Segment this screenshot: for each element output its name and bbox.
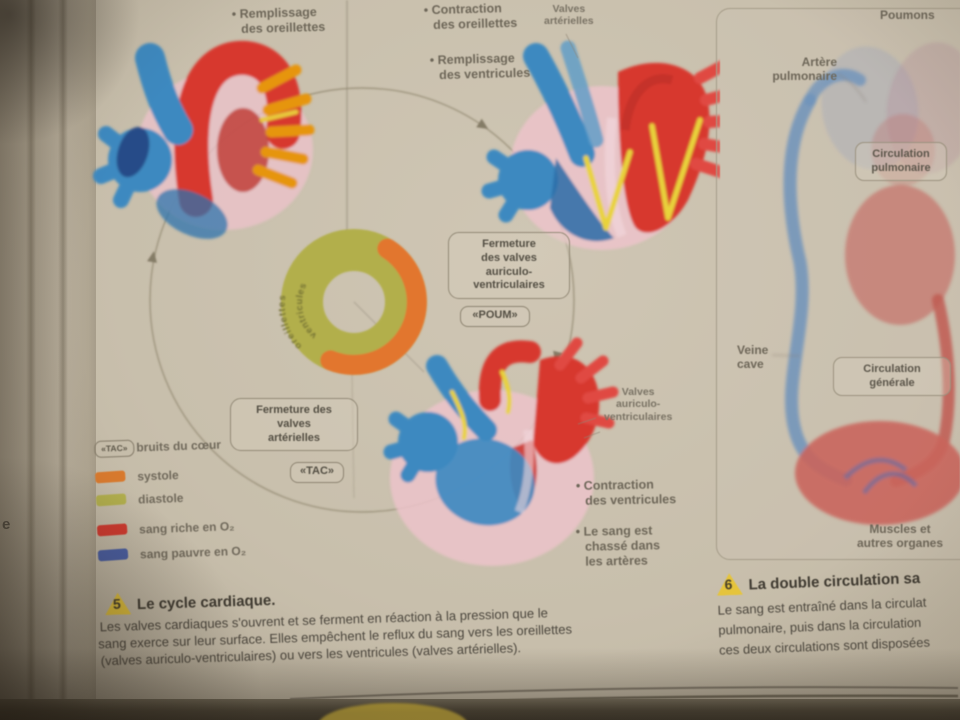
figure-6-number: 6 — [724, 576, 733, 593]
heart-top-left — [93, 40, 315, 239]
label-sang-chasse: • Le sang est chassé dans les artères — [575, 523, 661, 569]
label-veine-cave: Veine cave — [737, 343, 769, 372]
caption-5: 5 Le cycle cardiaque. Les valves cardiaq… — [97, 573, 700, 692]
figure-5-number: 5 — [112, 595, 122, 612]
caption-6-body-line: Le sang est entraîné dans la circulat — [717, 594, 927, 618]
label-valves-arterielles: Valves artérielles — [544, 3, 594, 28]
caption-6-body-line: pulmonaire, puis dans la circulation — [718, 614, 922, 638]
callout-fermeture-av: Fermeture des valves auriculo- ventricul… — [448, 232, 570, 299]
caption-5-title: Le cycle cardiaque. — [136, 591, 276, 614]
box-circulation-generale: Circulation générale — [833, 357, 951, 396]
callout-fermeture-arterielles: Fermeture des valves artérielles — [230, 398, 358, 452]
cycle-arrow-icon — [147, 251, 157, 263]
diastole-swatch-icon — [95, 493, 127, 507]
label-remplissage-ventricules: • Remplissage des ventricules — [429, 51, 531, 82]
caption-6-body-line: ces deux circulations sont disposées — [718, 634, 931, 658]
bottom-page-shadow — [0, 699, 960, 720]
label-contraction-oreillettes: • Contraction des oreillettes — [423, 1, 518, 32]
label-poumons: Poumons — [880, 8, 935, 22]
double-circulation-art — [771, 42, 960, 525]
tac-badge: «TAC» — [290, 462, 344, 483]
systole-swatch-icon — [94, 470, 126, 484]
caption-6-title: La double circulation sa — [748, 569, 921, 594]
label-muscles-organes: Muscles et autres organes — [856, 522, 944, 551]
cycle-arrow-icon — [476, 118, 489, 129]
oxygen-poor-swatch-icon — [97, 548, 129, 562]
tac-badge-icon: «TAC» — [94, 439, 135, 458]
label-valves-av: Valves auriculo- ventriculaires — [604, 386, 673, 423]
label-contraction-ventricules: • Contraction des ventricules — [575, 477, 677, 508]
phase-ring: oreillettes ventricules — [277, 229, 427, 375]
poum-badge: «POUM» — [460, 306, 530, 327]
oxygen-rich-swatch-icon — [96, 523, 128, 537]
caption-6: 6 La double circulation sa Le sang est e… — [714, 558, 960, 679]
vein-blue-vessel — [783, 93, 853, 487]
muscles-blob — [795, 421, 960, 525]
label-artere-pulmonaire: Artère pulmonaire — [772, 55, 837, 84]
label-remplissage-oreillettes: • Remplissage des oreillettes — [231, 4, 326, 36]
double-circulation-svg — [771, 42, 960, 525]
box-circulation-pulmonaire: Circulation pulmonaire — [855, 142, 947, 181]
